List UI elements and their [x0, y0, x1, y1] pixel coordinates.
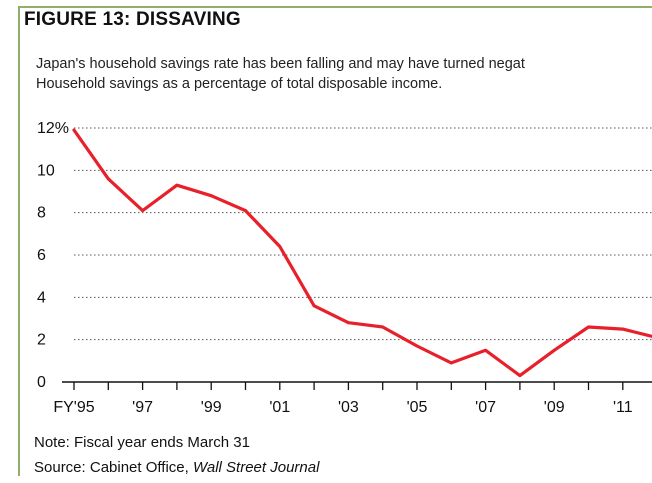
data-point-1996 — [107, 177, 110, 180]
data-point-2004 — [381, 326, 384, 329]
data-point-1998 — [176, 184, 179, 187]
x-tick-label: '03 — [338, 399, 359, 416]
y-tick-label: 8 — [37, 205, 46, 222]
x-tick-label: '01 — [269, 399, 290, 416]
y-tick-label: 10 — [37, 162, 55, 179]
data-point-2007 — [484, 349, 487, 352]
footer-note: Note: Fiscal year ends March 31 — [34, 434, 250, 451]
x-axis — [62, 382, 652, 390]
x-tick-label: '11 — [613, 399, 633, 416]
data-point-2009 — [553, 349, 556, 352]
data-point-2003 — [347, 321, 350, 324]
source-prefix: Source: Cabinet Office, — [34, 459, 193, 476]
data-point-2008 — [519, 374, 522, 377]
savings-rate-chart: 0 2 4 6 8 10 12% FY'95 '97 '99 '01 '03 '05 '07 '09 '11 — [0, 0, 652, 430]
data-point-1997 — [141, 209, 144, 212]
x-tick-label: '09 — [544, 399, 565, 416]
data-point-2010 — [587, 326, 590, 329]
x-tick-label: '07 — [475, 399, 496, 416]
grid-lines — [74, 128, 652, 340]
footer-source: Source: Cabinet Office, Wall Street Jour… — [34, 459, 319, 476]
data-point-1999 — [210, 194, 213, 197]
x-tick-label: '05 — [407, 399, 428, 416]
x-tick-label: '97 — [132, 399, 153, 416]
y-tick-label: 2 — [37, 332, 46, 349]
series-line-0 — [74, 130, 652, 376]
data-point-2002 — [313, 304, 316, 307]
data-point-2000 — [244, 209, 247, 212]
data-point-2011 — [621, 328, 624, 331]
y-tick-label: 6 — [37, 247, 46, 264]
data-point-2006 — [450, 362, 453, 365]
data-point-2001 — [278, 245, 281, 248]
axis-labels: 0 2 4 6 8 10 12% FY'95 '97 '99 '01 '03 '05 '07 '09 '11 — [37, 120, 633, 416]
y-tick-label: 0 — [37, 374, 46, 391]
y-tick-label: 4 — [37, 289, 46, 306]
data-point-2005 — [416, 345, 419, 348]
x-tick-label: FY'95 — [53, 399, 94, 416]
data-point-1995 — [73, 129, 76, 132]
y-tick-label: 12% — [37, 120, 69, 137]
x-tick-label: '99 — [201, 399, 222, 416]
source-publication: Wall Street Journal — [193, 459, 319, 476]
